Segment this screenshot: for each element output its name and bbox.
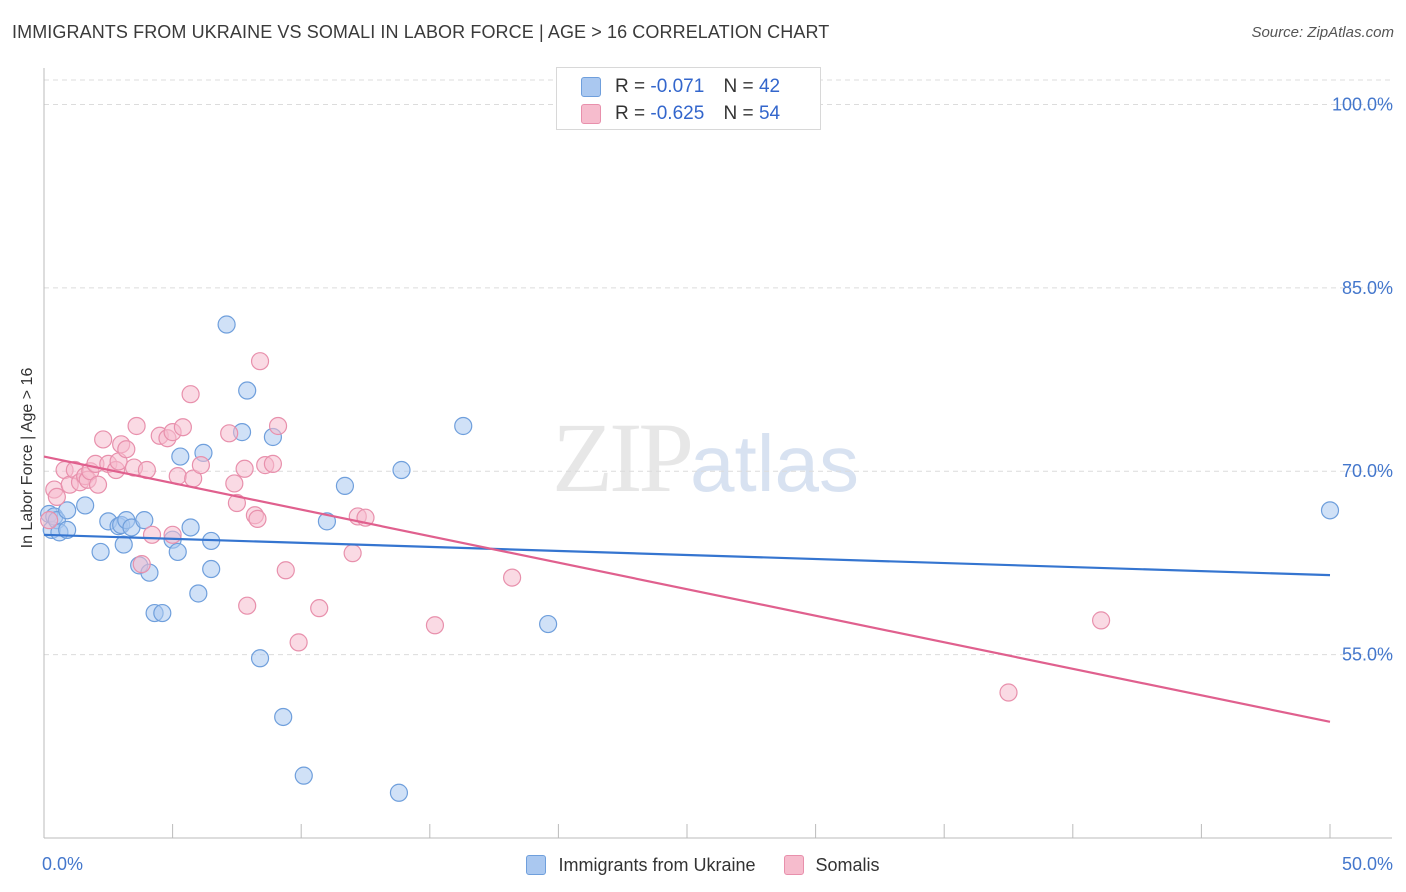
n-value: 54 xyxy=(758,103,781,124)
legend-item-somali[interactable]: Somalis xyxy=(783,854,880,876)
ukraine-point xyxy=(274,707,293,727)
somali-point xyxy=(227,493,246,513)
somali-point xyxy=(503,568,522,587)
ukraine-point xyxy=(238,381,257,400)
stats-legend: R = -0.071 N = 42 R = -0.625 N = 54 xyxy=(556,67,821,130)
x-tick-label: 0.0% xyxy=(42,854,83,874)
axis-layer xyxy=(43,68,1392,839)
ukraine-point xyxy=(539,614,558,634)
ukraine-trendline xyxy=(43,533,1331,577)
somali-point xyxy=(220,424,239,443)
somali-point xyxy=(263,454,283,473)
ukraine-point xyxy=(1320,501,1340,520)
somali-swatch xyxy=(581,104,601,124)
r-value: -0.071 xyxy=(650,76,705,97)
ukraine-point xyxy=(76,496,95,515)
legend-item-ukraine[interactable]: Immigrants from Ukraine xyxy=(526,854,756,876)
ukraine-point xyxy=(153,603,172,623)
ukraine-point xyxy=(250,649,270,668)
watermark-atlas: atlas xyxy=(690,419,859,508)
r-label: R = xyxy=(615,103,646,124)
r-label: R = xyxy=(615,76,646,97)
stats-row-somali: R = -0.625 N = 54 xyxy=(581,102,780,126)
ukraine-point xyxy=(58,520,77,540)
ukraine-swatch xyxy=(581,77,601,97)
tick-label-layer: 55.0% 70.0% 85.0% 100.0% 0.0% 50.0% xyxy=(42,94,1393,874)
somali-point xyxy=(999,683,1018,702)
ukraine-point xyxy=(294,766,313,785)
ukraine-point xyxy=(335,476,355,495)
n-value: 42 xyxy=(758,76,781,97)
y-tick-label: 70.0% xyxy=(1342,461,1393,481)
somali-point xyxy=(163,525,182,544)
somali-point xyxy=(94,430,113,449)
somali-point xyxy=(47,487,66,506)
ukraine-point xyxy=(189,584,208,603)
somali-point xyxy=(250,352,270,371)
somali-point xyxy=(225,474,244,493)
n-label: N = xyxy=(723,76,754,97)
somali-point xyxy=(181,385,200,404)
watermark-zip: ZIP xyxy=(552,402,694,513)
watermark: ZIPatlas xyxy=(552,400,859,515)
ukraine-point xyxy=(91,542,110,562)
y-axis-label: In Labor Force | Age > 16 xyxy=(19,367,36,549)
ukraine-point xyxy=(181,518,200,537)
ukraine-point xyxy=(454,416,473,436)
x-tick-label: 50.0% xyxy=(1342,854,1393,874)
somali-swatch xyxy=(783,855,804,875)
somali-point xyxy=(132,555,151,574)
n-label: N = xyxy=(723,103,754,124)
ukraine-point xyxy=(392,460,411,480)
ukraine-point xyxy=(317,512,337,531)
somali-point xyxy=(238,596,257,615)
somali-point xyxy=(142,525,162,544)
ukraine-swatch xyxy=(526,855,547,875)
ukraine-point xyxy=(389,783,409,802)
somali-point xyxy=(248,509,267,529)
somali-point xyxy=(268,416,288,436)
points-layer xyxy=(40,315,1340,802)
somali-point xyxy=(1091,611,1111,630)
somali-trendline xyxy=(43,455,1331,723)
somali-point xyxy=(276,561,295,580)
y-tick-label: 85.0% xyxy=(1342,278,1393,298)
somali-point xyxy=(289,633,308,652)
somali-point xyxy=(173,418,192,437)
r-value: -0.625 xyxy=(650,103,705,124)
somali-point xyxy=(343,544,362,563)
ukraine-point xyxy=(202,559,221,579)
y-tick-label: 100.0% xyxy=(1332,94,1393,114)
chart-title: IMMIGRANTS FROM UKRAINE VS SOMALI IN LAB… xyxy=(12,22,830,42)
somali-point xyxy=(235,459,254,478)
grid-layer xyxy=(44,79,1392,656)
somali-point xyxy=(127,416,146,436)
ukraine-point xyxy=(171,447,190,466)
stats-row-ukraine: R = -0.071 N = 42 xyxy=(581,75,780,99)
somali-point xyxy=(40,511,59,530)
trend-layer xyxy=(43,455,1331,723)
legend-label-somali: Somalis xyxy=(815,854,880,875)
somali-point xyxy=(425,616,445,635)
somali-point xyxy=(191,456,210,475)
legend-label-ukraine: Immigrants from Ukraine xyxy=(558,854,756,875)
ukraine-point xyxy=(217,315,236,334)
ukraine-point xyxy=(168,542,187,562)
somali-point xyxy=(310,599,329,618)
series-legend: Immigrants from Ukraine Somalis xyxy=(0,852,1406,878)
somali-point xyxy=(88,475,108,494)
ukraine-point xyxy=(114,535,133,554)
ukraine-point xyxy=(58,501,77,520)
ukraine-point xyxy=(135,511,154,530)
y-tick-label: 55.0% xyxy=(1342,645,1393,665)
somali-point xyxy=(117,440,136,459)
source-label: Source: ZipAtlas.com xyxy=(1251,24,1394,41)
